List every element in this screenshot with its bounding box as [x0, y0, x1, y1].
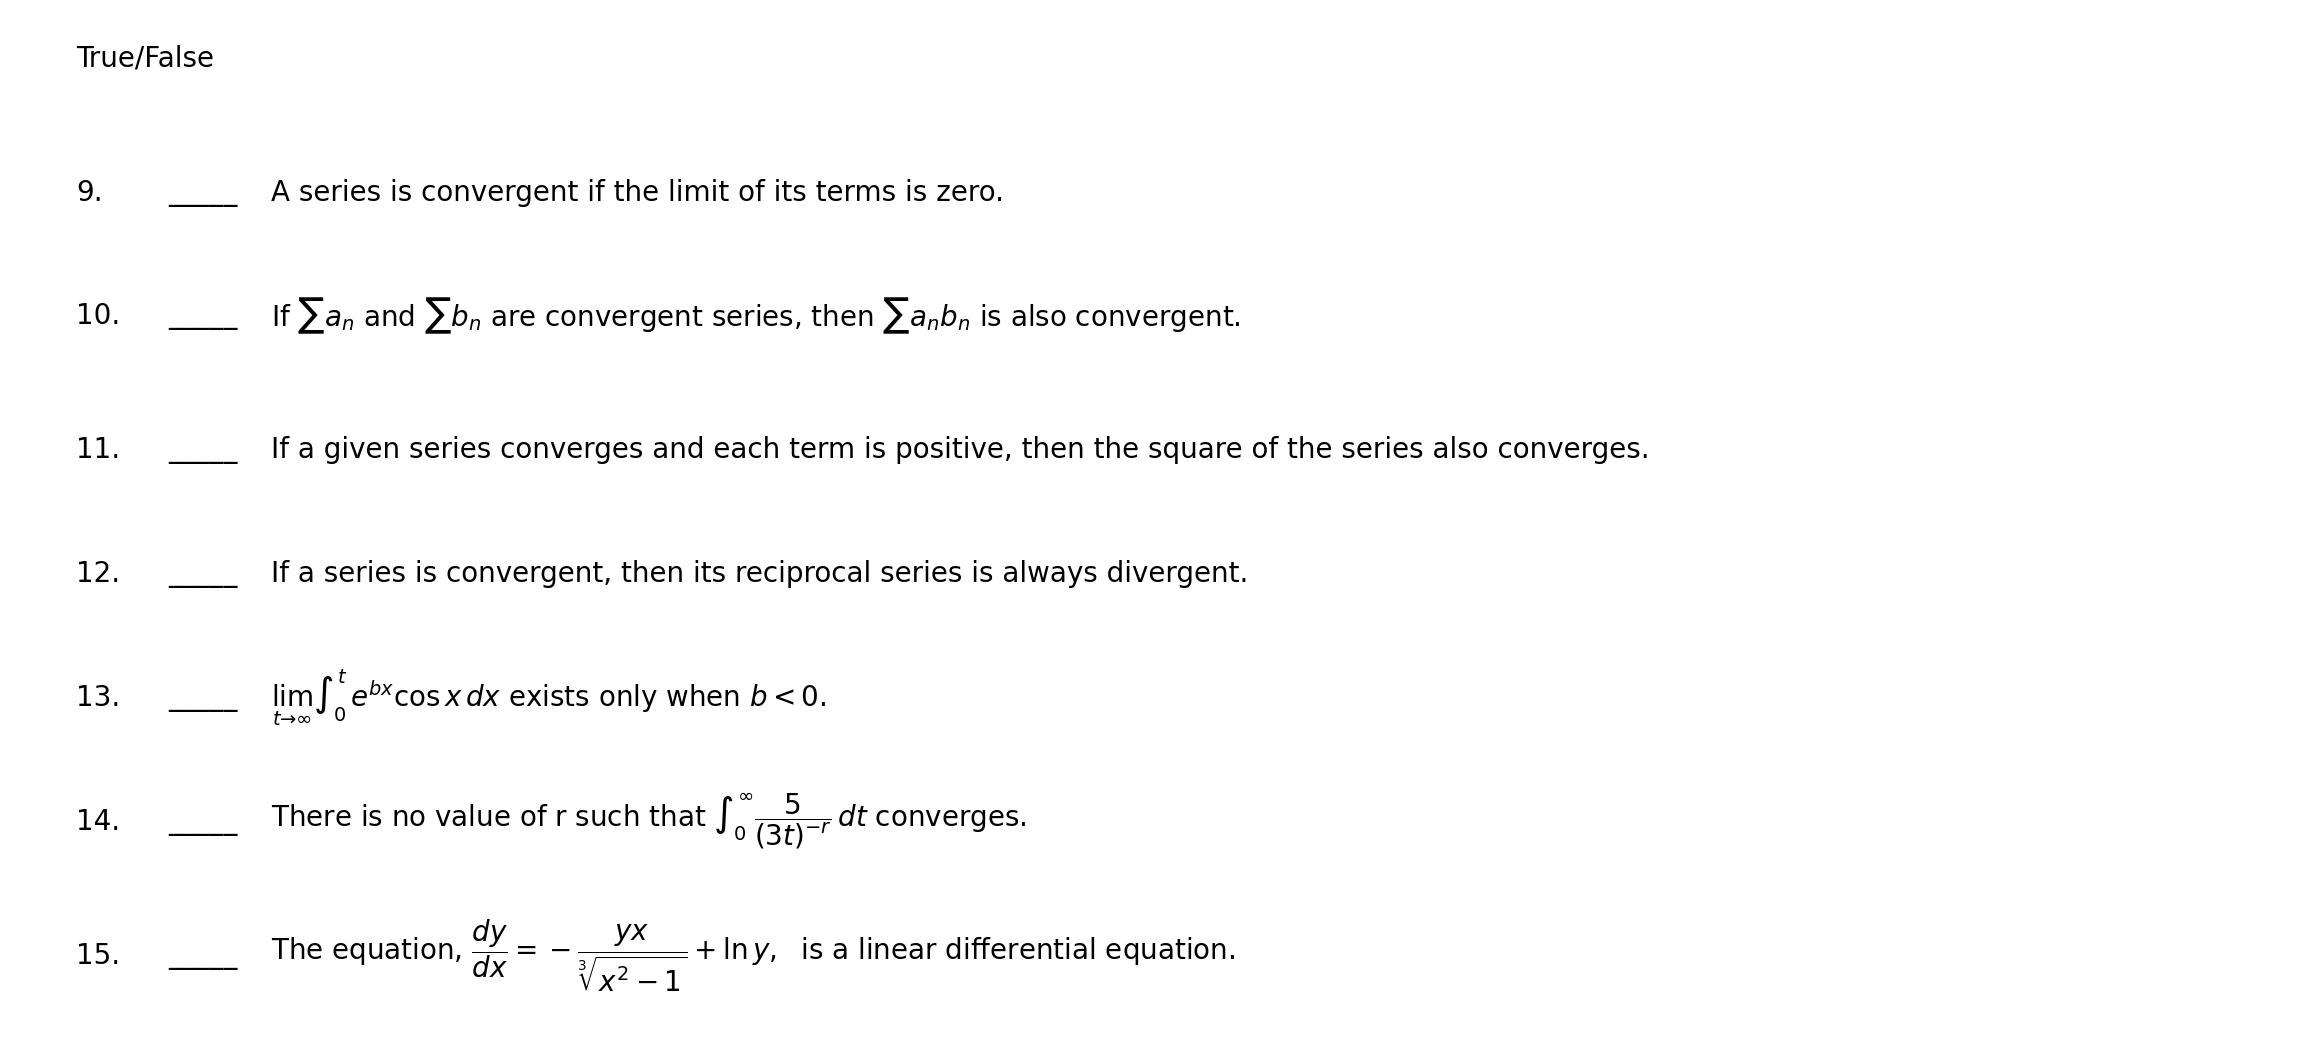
Text: 9.: 9.	[76, 179, 102, 207]
Text: The equation, $\dfrac{dy}{dx} = -\dfrac{yx}{\sqrt[3]{x^2-1}} + \ln y,$  is a lin: The equation, $\dfrac{dy}{dx} = -\dfrac{…	[271, 918, 1235, 994]
Text: If $\sum a_n$ and $\sum b_n$ are convergent series, then $\sum a_n b_n$ is also : If $\sum a_n$ and $\sum b_n$ are converg…	[271, 296, 1242, 336]
Text: _____: _____	[169, 683, 245, 712]
Text: 12.: 12.	[76, 560, 120, 588]
Text: _____: _____	[169, 437, 245, 464]
Text: 14.: 14.	[76, 808, 120, 836]
Text: _____: _____	[169, 942, 245, 970]
Text: There is no value of r such that $\int_0^{\infty} \dfrac{5}{(3t)^{-r}}\, dt$ con: There is no value of r such that $\int_0…	[271, 792, 1027, 851]
Text: 10.: 10.	[76, 302, 120, 330]
Text: _____: _____	[169, 302, 245, 330]
Text: 11.: 11.	[76, 437, 120, 464]
Text: True/False: True/False	[76, 45, 215, 72]
Text: A series is convergent if the limit of its terms is zero.: A series is convergent if the limit of i…	[271, 179, 1003, 207]
Text: If a series is convergent, then its reciprocal series is always divergent.: If a series is convergent, then its reci…	[271, 560, 1248, 588]
Text: If a given series converges and each term is positive, then the square of the se: If a given series converges and each ter…	[271, 437, 1651, 464]
Text: $\lim_{t\to\infty} \int_0^t e^{bx} \cos x \, dx$ exists only when $b < 0$.: $\lim_{t\to\infty} \int_0^t e^{bx} \cos …	[271, 668, 828, 728]
Text: _____: _____	[169, 808, 245, 836]
Text: 15.: 15.	[76, 942, 120, 970]
Text: _____: _____	[169, 560, 245, 588]
Text: _____: _____	[169, 179, 245, 207]
Text: 13.: 13.	[76, 683, 120, 712]
